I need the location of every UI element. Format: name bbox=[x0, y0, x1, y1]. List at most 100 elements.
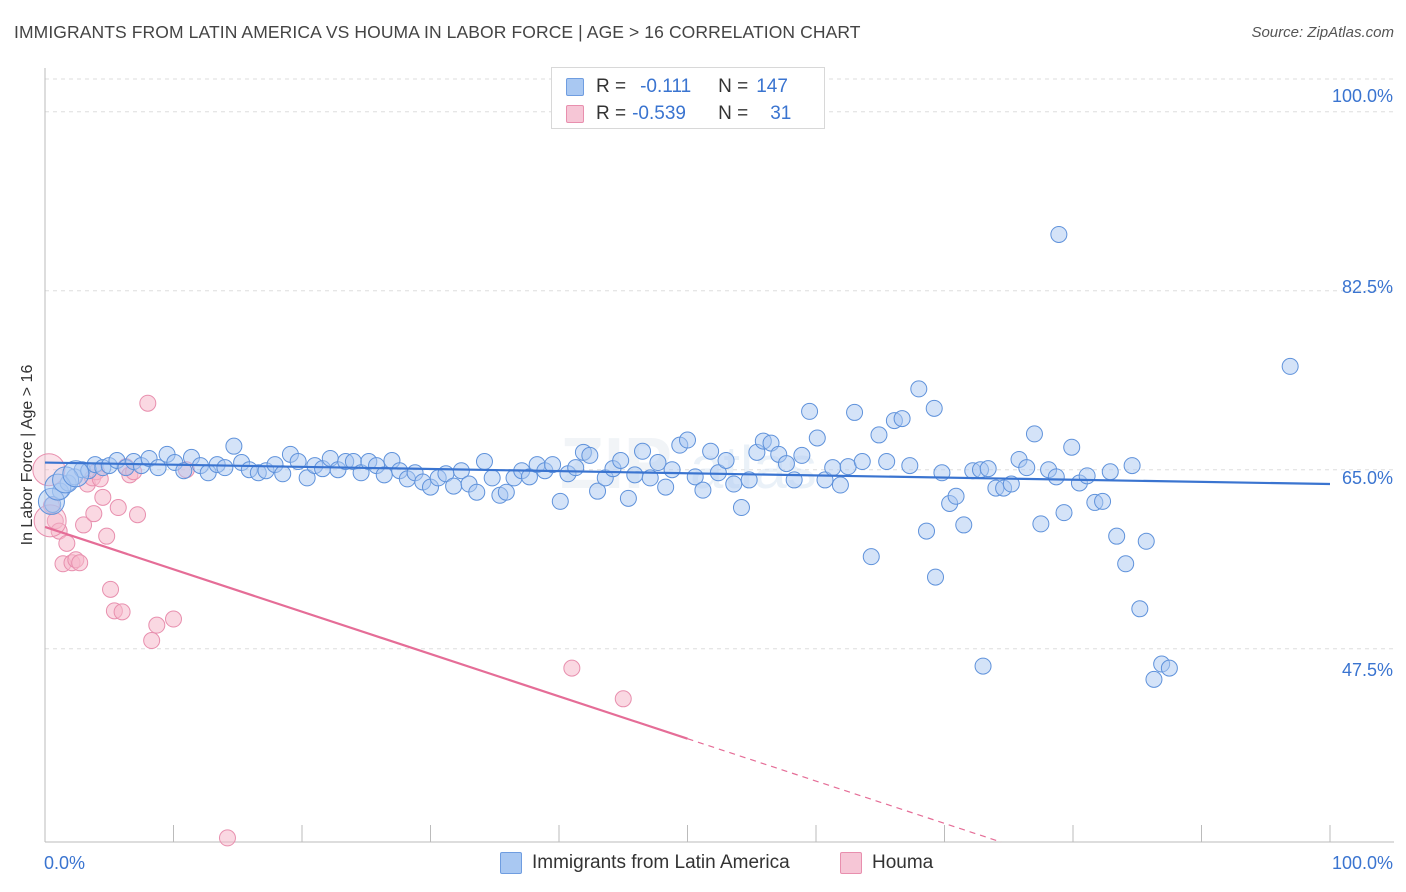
latin-america-point bbox=[808, 429, 826, 447]
legend-label: Houma bbox=[872, 852, 934, 873]
latin-america-point bbox=[910, 380, 928, 398]
houma-point bbox=[98, 527, 116, 545]
latin-america-point bbox=[793, 446, 811, 464]
latin-america-point bbox=[520, 468, 538, 486]
latin-america-point bbox=[725, 475, 743, 493]
latin-america-point bbox=[544, 456, 562, 474]
houma-point bbox=[75, 516, 93, 534]
n-label: N = bbox=[718, 103, 749, 124]
latin-america-point bbox=[175, 462, 193, 480]
latin-america-point bbox=[1094, 492, 1112, 510]
latin-america-point bbox=[878, 453, 896, 471]
pink-swatch bbox=[840, 852, 862, 874]
r-value: -0.111 bbox=[640, 76, 692, 97]
latin-america-point bbox=[679, 431, 696, 449]
latin-america-point bbox=[862, 548, 880, 566]
latin-america-point bbox=[589, 482, 607, 500]
latin-america-point bbox=[1078, 467, 1096, 485]
latin-america-point bbox=[1050, 225, 1068, 243]
legend-row-houma: R = -0.539 N = 31 bbox=[566, 102, 791, 126]
latin-america-point bbox=[649, 454, 667, 472]
latin-america-point bbox=[567, 459, 585, 477]
chart-title: IMMIGRANTS FROM LATIN AMERICA VS HOUMA I… bbox=[14, 22, 861, 42]
legend-row-latin-america: R = -0.111 N = 147 bbox=[566, 75, 788, 99]
houma-point bbox=[94, 488, 112, 506]
houma-point bbox=[102, 580, 120, 598]
latin-america-point bbox=[1055, 504, 1073, 522]
latin-america-point bbox=[626, 466, 644, 484]
source-credit: Source: ZipAtlas.com bbox=[1251, 24, 1394, 41]
latin-america-point bbox=[468, 483, 486, 501]
latin-america-point bbox=[1018, 459, 1036, 477]
latin-america-point bbox=[955, 516, 973, 534]
n-value: 147 bbox=[756, 76, 788, 97]
latin-america-point bbox=[634, 442, 652, 460]
latin-america-point bbox=[1123, 457, 1141, 475]
latin-america-point bbox=[979, 460, 997, 478]
legend-item-houma: Houma bbox=[840, 852, 933, 874]
x-tick-label-max: 100.0% bbox=[1331, 853, 1393, 873]
latin-america-point bbox=[1032, 515, 1050, 533]
latin-america-point-large bbox=[62, 460, 90, 488]
latin-america-point bbox=[870, 426, 888, 444]
houma-point bbox=[113, 603, 131, 621]
houma-point bbox=[165, 610, 182, 628]
r-label: R = bbox=[596, 76, 627, 97]
latin-america-point bbox=[497, 483, 515, 501]
latin-america-point bbox=[1047, 468, 1065, 486]
latin-america-point bbox=[777, 455, 795, 473]
latin-america-point bbox=[925, 399, 943, 417]
latin-america-point bbox=[1137, 532, 1155, 550]
x-tick-label-min: 0.0% bbox=[44, 853, 86, 873]
r-value: -0.539 bbox=[632, 103, 686, 124]
latin-america-point bbox=[974, 657, 992, 675]
houma-point bbox=[143, 632, 161, 650]
latin-america-point bbox=[216, 459, 234, 477]
houma-point bbox=[109, 499, 127, 517]
houma-trend-extension bbox=[687, 738, 1002, 843]
blue-swatch bbox=[500, 852, 522, 874]
houma-point bbox=[71, 554, 89, 572]
latin-america-point bbox=[918, 522, 936, 540]
latin-america-point bbox=[1002, 475, 1020, 493]
houma-point bbox=[129, 506, 147, 524]
latin-america-point bbox=[1160, 659, 1178, 677]
latin-america-point bbox=[732, 499, 750, 517]
latin-america-point bbox=[657, 478, 675, 496]
legend-label: Immigrants from Latin America bbox=[532, 852, 790, 873]
houma-trend-line bbox=[44, 525, 688, 740]
latin-america-point bbox=[1063, 438, 1081, 456]
n-value: 31 bbox=[770, 103, 792, 124]
houma-point bbox=[148, 616, 166, 634]
latin-america-point bbox=[846, 403, 864, 421]
latin-america-points bbox=[37, 225, 1299, 688]
houma-point bbox=[139, 394, 157, 412]
latin-america-trend-line bbox=[44, 461, 1331, 486]
latin-america-point bbox=[1145, 670, 1163, 688]
latin-america-point bbox=[1108, 527, 1126, 545]
gridlines bbox=[45, 78, 1394, 650]
y-tick-label-65: 65.0% bbox=[1341, 468, 1393, 488]
latin-america-point bbox=[1025, 425, 1043, 443]
legend-item-latin-america: Immigrants from Latin America bbox=[500, 852, 790, 874]
r-label: R = bbox=[596, 103, 627, 124]
latin-america-point bbox=[927, 568, 945, 586]
pink-swatch bbox=[566, 105, 584, 123]
latin-america-point bbox=[694, 481, 712, 499]
latin-america-point bbox=[947, 487, 965, 505]
y-tick-label-82-5: 82.5% bbox=[1341, 277, 1393, 297]
latin-america-point bbox=[839, 458, 857, 476]
latin-america-point bbox=[1131, 600, 1149, 618]
trend-lines bbox=[44, 461, 1331, 843]
latin-america-point bbox=[824, 459, 842, 477]
latin-america-point bbox=[893, 410, 911, 428]
latin-america-point bbox=[641, 469, 659, 487]
latin-america-point bbox=[612, 452, 630, 469]
latin-america-point bbox=[475, 453, 493, 471]
latin-america-point bbox=[274, 465, 292, 483]
latin-america-point bbox=[445, 477, 463, 495]
latin-america-point bbox=[619, 489, 637, 507]
latin-america-point bbox=[551, 492, 569, 510]
latin-america-point bbox=[801, 402, 819, 420]
